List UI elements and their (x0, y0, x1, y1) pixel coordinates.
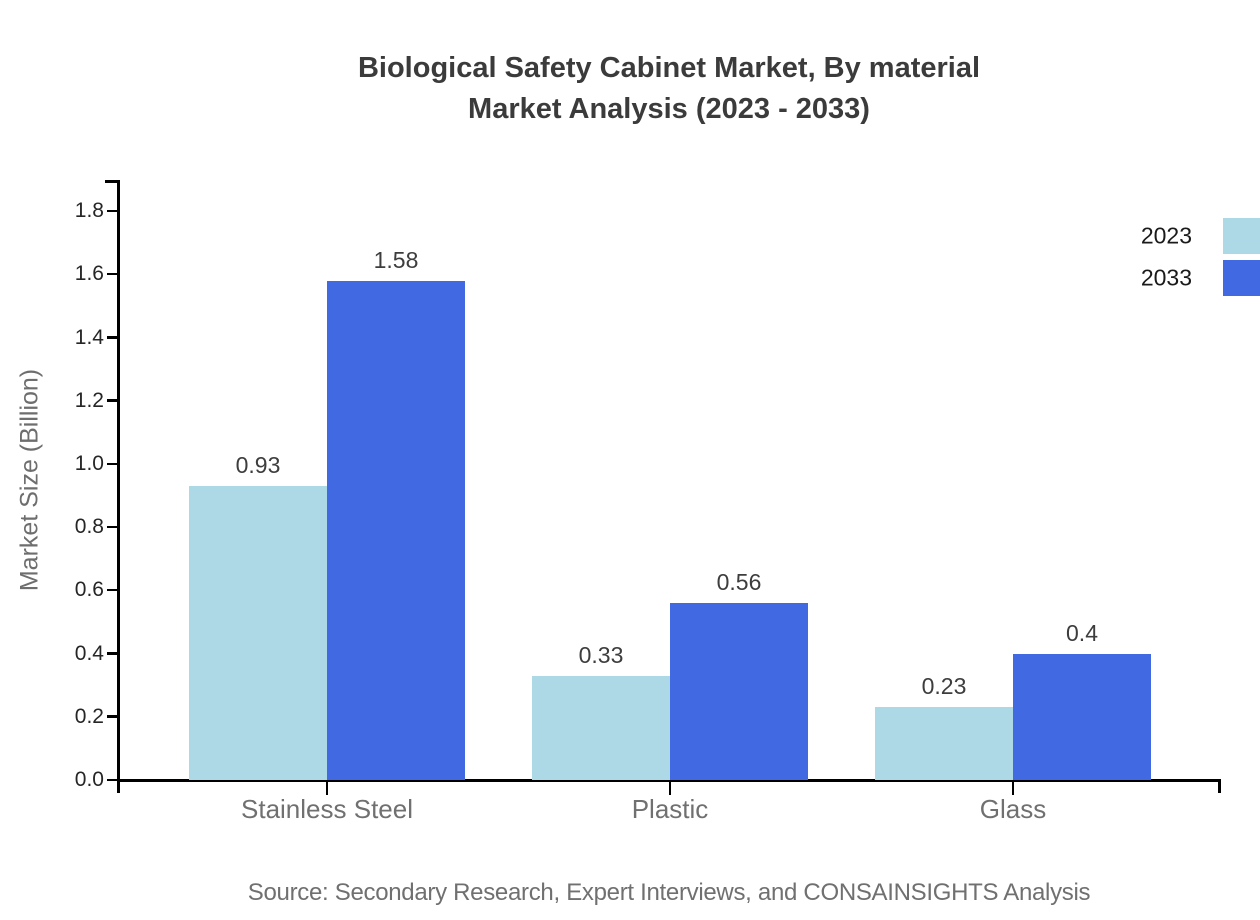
x-tick (1011, 782, 1015, 795)
y-tick-label: 0.4 (74, 641, 104, 665)
x-axis-end-cap (1218, 779, 1221, 793)
source-attribution: Source: Secondary Research, Expert Inter… (247, 879, 1091, 906)
legend-item-2033: 2033 (1100, 260, 1260, 296)
x-tick (325, 782, 329, 795)
y-tick (107, 588, 117, 592)
bar-value-label: 0.56 (716, 569, 762, 596)
y-tick-label: 1.2 (74, 388, 104, 412)
bar-2023-stainless-steel (189, 486, 327, 780)
x-tick (668, 782, 672, 795)
chart-title: Biological Safety Cabinet Market, By mat… (118, 48, 1220, 130)
y-axis-title: Market Size (Billion) (15, 368, 44, 592)
x-category-label: Glass (979, 794, 1047, 824)
chart-title-line2: Market Analysis (2023 - 2033) (468, 93, 870, 125)
y-tick (107, 525, 117, 529)
y-tick-label: 1.4 (74, 325, 104, 349)
bar-2033-stainless-steel (327, 280, 465, 780)
bar-value-label: 0.4 (1066, 619, 1098, 646)
y-tick (107, 778, 117, 781)
x-category-label: Plastic (631, 794, 709, 824)
legend-label: 2023 (1140, 222, 1192, 249)
y-tick-label: 1.0 (74, 452, 104, 475)
y-tick-label: 0.6 (74, 578, 104, 602)
y-tick (107, 462, 117, 465)
y-tick (107, 209, 117, 213)
x-category-label: Stainless Steel (241, 794, 413, 824)
y-tick (107, 715, 117, 718)
y-tick (107, 399, 117, 402)
legend-item-2023: 2023 (1100, 218, 1260, 254)
y-tick-label: 0.0 (74, 768, 104, 791)
bar-2033-glass (1013, 653, 1151, 780)
bar-value-label: 1.58 (373, 246, 419, 273)
legend-label: 2033 (1140, 264, 1192, 291)
y-tick-label: 0.2 (74, 704, 104, 728)
chart-title-line1: Biological Safety Cabinet Market, By mat… (357, 52, 981, 84)
bar-2033-plastic (670, 603, 808, 780)
bar-2023-plastic (532, 675, 670, 780)
x-axis-line (117, 779, 1221, 782)
y-tick-label: 1.8 (74, 199, 104, 223)
bar-value-label: 0.93 (235, 452, 281, 479)
y-tick-label: 0.8 (74, 515, 104, 539)
legend-swatch-2023 (1223, 218, 1260, 254)
bar-value-label: 0.33 (578, 641, 624, 668)
y-tick (107, 336, 117, 339)
bar-2023-glass (875, 707, 1013, 780)
bar-value-label: 0.23 (921, 673, 967, 700)
y-tick (107, 652, 117, 655)
y-axis-line (117, 180, 120, 793)
y-tick (107, 272, 117, 276)
y-axis-top-cap (105, 180, 117, 183)
y-tick-label: 1.6 (74, 262, 104, 286)
legend-swatch-2033 (1223, 260, 1260, 296)
